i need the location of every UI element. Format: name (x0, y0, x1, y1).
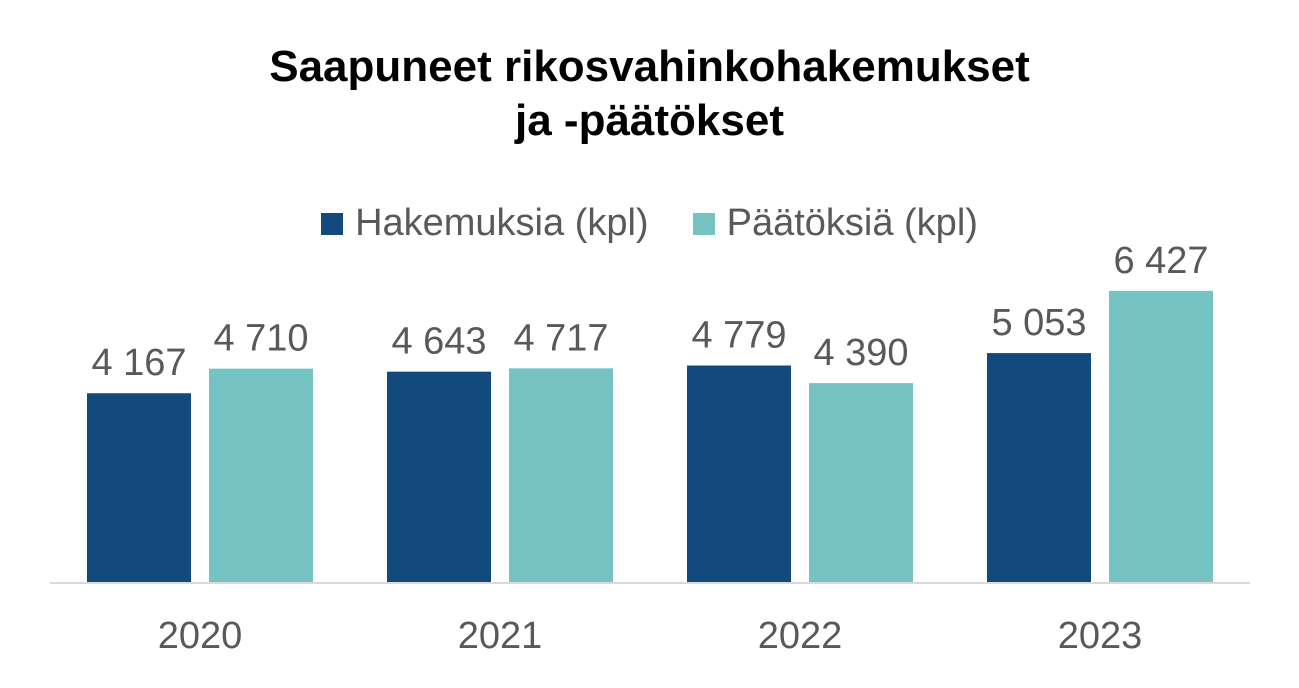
data-label-hakemuksia-2023: 5 053 (991, 302, 1086, 344)
data-label-hakemuksia-2020: 4 167 (91, 342, 186, 384)
legend-item-paatoksia: Päätöksiä (kpl) (692, 202, 978, 245)
x-tick-label-2023: 2023 (1058, 615, 1143, 657)
bar-hakemuksia-2023 (987, 353, 1091, 582)
bar-paatoksia-2020 (209, 368, 313, 582)
legend-label-paatoksia: Päätöksiä (kpl) (726, 202, 978, 244)
data-label-paatoksia-2020: 4 710 (213, 318, 308, 360)
legend-label-hakemuksia: Hakemuksia (kpl) (355, 202, 649, 244)
legend-swatch-paatoksia (692, 212, 715, 235)
chart-title-line-1: Saapuneet rikosvahinkohakemukset (269, 42, 1030, 91)
bar-paatoksia-2022 (809, 383, 913, 582)
legend-item-hakemuksia: Hakemuksia (kpl) (321, 202, 649, 245)
chart-title: Saapuneet rikosvahinkohakemukset ja -pää… (0, 40, 1299, 148)
data-label-paatoksia-2022: 4 390 (813, 332, 908, 374)
data-label-hakemuksia-2021: 4 643 (391, 321, 486, 363)
x-tick-label-2021: 2021 (458, 615, 543, 657)
data-label-hakemuksia-2022: 4 779 (691, 315, 786, 357)
bar-paatoksia-2021 (509, 368, 613, 582)
x-tick-label-2022: 2022 (758, 615, 843, 657)
bar-paatoksia-2023 (1109, 290, 1213, 582)
x-tick-label-2020: 2020 (158, 615, 243, 657)
data-label-paatoksia-2021: 4 717 (513, 317, 608, 359)
data-label-paatoksia-2023: 6 427 (1113, 240, 1208, 282)
chart-title-line-2: ja -päätökset (515, 96, 784, 145)
bar-hakemuksia-2022 (687, 365, 791, 582)
bar-hakemuksia-2020 (87, 393, 191, 582)
legend-swatch-hakemuksia (321, 212, 344, 235)
legend: Hakemuksia (kpl) Päätöksiä (kpl) (0, 202, 1299, 245)
bar-hakemuksia-2021 (387, 371, 491, 582)
